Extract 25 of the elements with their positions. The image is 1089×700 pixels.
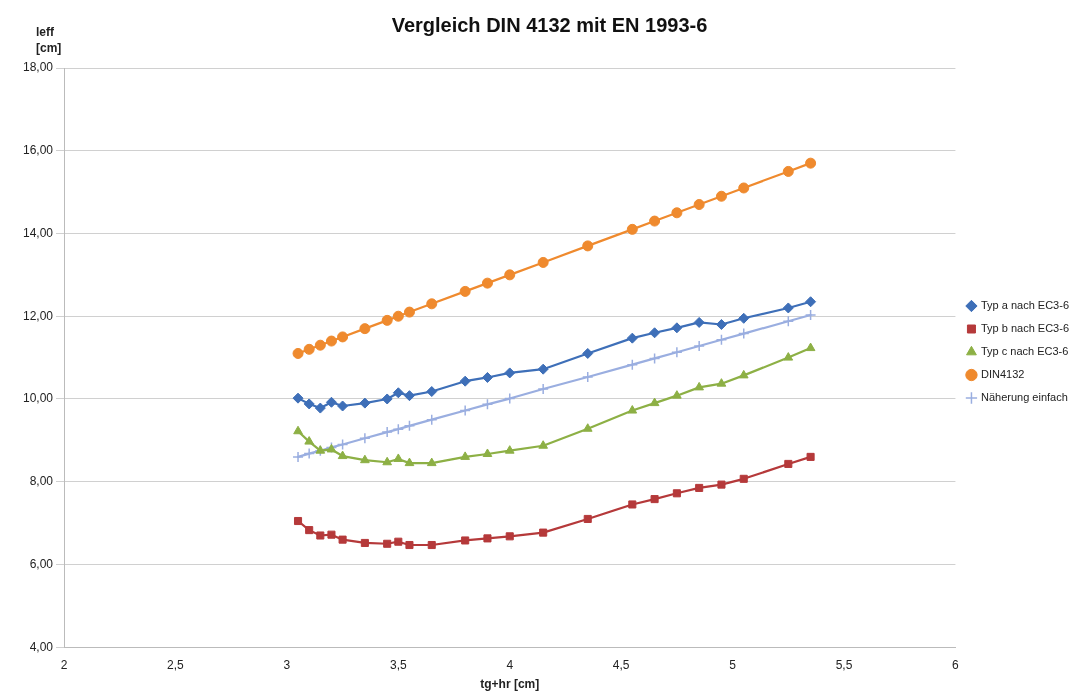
legend-label: Typ b nach EC3-6 [980, 322, 1070, 335]
x-tick-label: 5,5 [835, 657, 853, 672]
x-tick-label: 4 [506, 657, 514, 672]
x-tick-label: 4,5 [612, 657, 630, 672]
x-tick-label: 2 [60, 657, 68, 672]
y-tick-label: 8,00 [29, 474, 54, 489]
legend-label: Näherung einfach [980, 391, 1068, 404]
y-tick-label: 18,00 [23, 60, 54, 75]
legend-label: Typ a nach EC3-6 [980, 299, 1070, 312]
legend-label: Typ c nach EC3-6 [980, 345, 1069, 358]
x-tick-label: 2,5 [167, 657, 185, 672]
chart-title: Vergleich DIN 4132 mit EN 1993-6 [391, 13, 708, 36]
y-tick-label: 14,00 [23, 225, 54, 240]
x-tick-label: 3,5 [389, 657, 407, 672]
x-tick-label: 6 [952, 657, 960, 672]
y-tick-label: 10,00 [23, 391, 54, 406]
y-tick-label: 4,00 [29, 639, 54, 654]
x-tick-label: 3 [283, 657, 291, 672]
x-axis-title: tg+hr [cm] [480, 677, 540, 692]
y-tick-label: 12,00 [23, 308, 54, 323]
y-tick-label: 6,00 [29, 556, 54, 571]
legend-label: DIN4132 [980, 368, 1025, 381]
x-tick-label: 5 [729, 657, 737, 672]
y-tick-label: 16,00 [23, 143, 54, 158]
y-axis-title: leff [cm] [36, 25, 62, 55]
